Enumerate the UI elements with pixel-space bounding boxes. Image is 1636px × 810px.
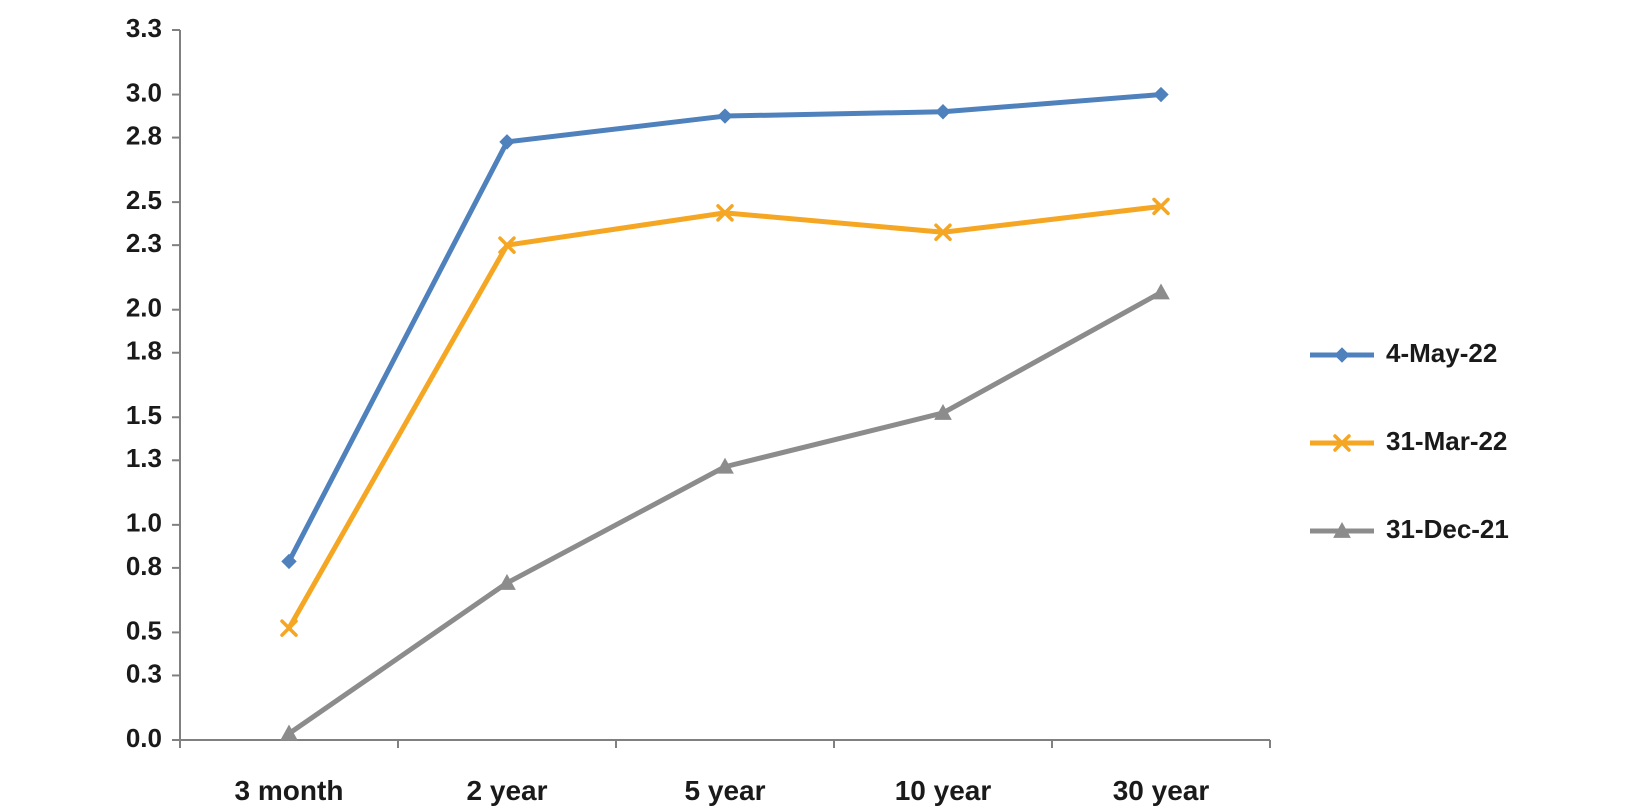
x-tick-label: 5 year	[685, 775, 766, 806]
y-tick-label: 2.3	[126, 228, 162, 258]
x-tick-label: 30 year	[1113, 775, 1210, 806]
y-tick-label: 1.0	[126, 508, 162, 538]
legend-label: 31-Mar-22	[1386, 426, 1507, 456]
legend-label: 4-May-22	[1386, 338, 1497, 368]
y-tick-label: 0.0	[126, 723, 162, 753]
y-tick-label: 2.8	[126, 120, 162, 150]
y-tick-label: 1.8	[126, 336, 162, 366]
y-tick-label: 3.3	[126, 13, 162, 43]
y-tick-label: 2.0	[126, 293, 162, 323]
y-tick-label: 3.0	[126, 77, 162, 107]
x-tick-label: 2 year	[467, 775, 548, 806]
y-tick-label: 0.8	[126, 551, 162, 581]
y-tick-label: 0.3	[126, 658, 162, 688]
y-tick-label: 1.3	[126, 443, 162, 473]
legend-label: 31-Dec-21	[1386, 514, 1509, 544]
x-tick-label: 10 year	[895, 775, 992, 806]
plot-background	[0, 0, 1636, 810]
y-tick-label: 1.5	[126, 400, 162, 430]
yield-curve-chart: 0.0 0.3 0.5 0.8 1.0 1.3 1.5 1.8 2.0 2.3 2.5 2.8 3.0 3…	[0, 0, 1636, 810]
chart-stage: 0.0 0.3 0.5 0.8 1.0 1.3 1.5 1.8 2.0 2.3 2.5 2.8 3.0 3…	[0, 0, 1636, 810]
y-tick-label: 0.5	[126, 615, 162, 645]
x-tick-label: 3 month	[235, 775, 344, 806]
y-tick-label: 2.5	[126, 185, 162, 215]
